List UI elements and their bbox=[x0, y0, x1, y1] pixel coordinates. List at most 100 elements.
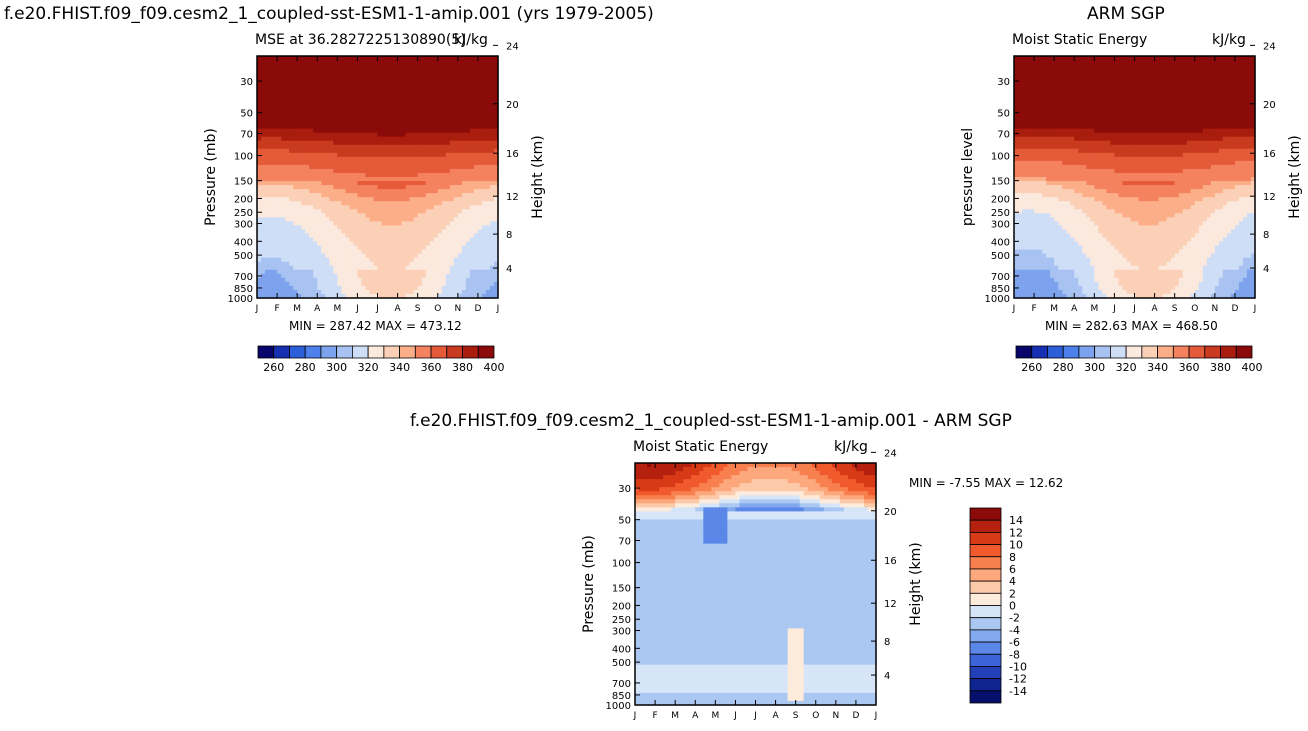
model-contour-cell bbox=[261, 193, 266, 198]
obs-contour-cell bbox=[1178, 80, 1184, 85]
model-contour-cell bbox=[341, 177, 346, 182]
model-contour-cell bbox=[301, 281, 306, 287]
obs-contour-cell bbox=[1154, 60, 1160, 65]
model-contour-cell bbox=[469, 60, 475, 65]
model-contour-cell bbox=[321, 172, 326, 178]
model-contour-cell bbox=[473, 96, 479, 101]
model-contour-cell bbox=[309, 229, 314, 235]
model-contour-cell bbox=[325, 64, 330, 69]
model-contour-cell bbox=[269, 253, 274, 259]
obs-contour-cell bbox=[1106, 64, 1111, 69]
model-contour-cell bbox=[445, 164, 451, 170]
model-contour-cell bbox=[329, 273, 334, 279]
model-contour-cell bbox=[377, 197, 383, 202]
model-contour-cell bbox=[353, 285, 359, 291]
obs-contour-cell bbox=[1030, 140, 1035, 146]
model-contour-cell bbox=[461, 108, 467, 114]
obs-contour-cell bbox=[1042, 108, 1047, 114]
model-contour-cell bbox=[385, 225, 391, 231]
obs-contour-cell bbox=[1070, 112, 1075, 118]
model-contour-cell bbox=[373, 241, 379, 247]
model-contour-cell bbox=[485, 112, 491, 118]
model-contour-cell bbox=[357, 144, 363, 150]
obs-contour-cell bbox=[1058, 112, 1063, 118]
obs-contour-cell bbox=[1014, 68, 1019, 73]
obs-contour-cell bbox=[1218, 68, 1224, 73]
model-contour-cell bbox=[325, 177, 330, 182]
obs-contour-cell bbox=[1170, 104, 1176, 110]
model-contour-cell bbox=[385, 124, 391, 130]
obs-contour-cell bbox=[1158, 76, 1164, 81]
model-contour-cell bbox=[429, 201, 435, 206]
model-contour-cell bbox=[465, 164, 471, 170]
model-contour-cell bbox=[293, 185, 298, 190]
model-contour-cell bbox=[293, 120, 298, 126]
model-contour-cell bbox=[321, 289, 326, 295]
model-contour-cell bbox=[293, 80, 298, 85]
obs-contour-cell bbox=[1062, 128, 1067, 134]
model-contour-cell bbox=[397, 245, 403, 251]
obs-contour-cell bbox=[1230, 84, 1236, 89]
model-contour-cell bbox=[373, 209, 379, 214]
obs-contour-cell bbox=[1202, 116, 1208, 122]
model-contour-cell bbox=[357, 152, 363, 158]
obs-contour-cell bbox=[1158, 80, 1164, 85]
model-contour-cell bbox=[301, 172, 306, 178]
model-contour-cell bbox=[449, 84, 455, 89]
model-contour-cell bbox=[333, 116, 338, 122]
model-contour-cell bbox=[461, 132, 467, 138]
model-contour-cell bbox=[293, 60, 298, 65]
model-contour-cell bbox=[321, 225, 326, 231]
model-contour-cell bbox=[389, 189, 395, 194]
model-contour-cell bbox=[285, 72, 290, 77]
model-contour-cell bbox=[297, 164, 302, 170]
model-contour-cell bbox=[449, 128, 455, 134]
model-contour-cell bbox=[341, 269, 346, 275]
model-contour-cell bbox=[369, 112, 375, 118]
model-contour-cell bbox=[321, 156, 326, 162]
obs-contour-cell bbox=[1062, 104, 1067, 110]
obs-plot-area bbox=[1014, 56, 1256, 299]
model-contour-cell bbox=[421, 164, 427, 170]
model-contour-cell bbox=[325, 88, 330, 93]
model-contour-cell bbox=[473, 64, 479, 69]
model-contour-cell bbox=[325, 172, 330, 178]
model-contour-cell bbox=[413, 233, 419, 239]
model-contour-cell bbox=[321, 104, 326, 110]
model-contour-cell bbox=[357, 160, 363, 166]
model-contour-cell bbox=[361, 76, 367, 81]
model-contour-cell bbox=[425, 128, 431, 134]
model-contour-cell bbox=[325, 168, 330, 174]
obs-contour-cell bbox=[1066, 84, 1071, 89]
obs-contour-cell bbox=[1094, 72, 1099, 77]
model-contour-cell bbox=[329, 189, 334, 194]
model-contour-cell bbox=[493, 116, 499, 122]
model-contour-cell bbox=[257, 100, 262, 105]
obs-contour-cell bbox=[1226, 88, 1232, 93]
obs-contour-cell bbox=[1210, 128, 1216, 134]
model-contour-cell bbox=[377, 193, 383, 198]
model-contour-cell bbox=[373, 189, 379, 194]
model-contour-cell bbox=[445, 104, 451, 110]
model-contour-cell bbox=[317, 197, 322, 202]
model-contour-cell bbox=[289, 221, 294, 226]
model-contour-cell bbox=[381, 201, 387, 206]
obs-contour-cell bbox=[1102, 128, 1107, 134]
model-contour-cell bbox=[345, 100, 350, 105]
model-contour-cell bbox=[365, 64, 371, 69]
model-contour-cell bbox=[281, 168, 286, 174]
model-contour-cell bbox=[425, 76, 431, 81]
obs-contour-cell bbox=[1122, 116, 1128, 122]
model-contour-cell bbox=[305, 84, 310, 89]
model-contour-cell bbox=[357, 76, 363, 81]
model-contour-cell bbox=[317, 112, 322, 118]
model-height-tick-label: 24 bbox=[506, 41, 519, 52]
model-contour-cell bbox=[341, 285, 346, 291]
obs-contour-cell bbox=[1114, 64, 1120, 69]
obs-contour-cell bbox=[1118, 124, 1124, 130]
model-contour-cell bbox=[445, 225, 451, 231]
model-contour-cell bbox=[265, 281, 270, 287]
model-contour-cell bbox=[397, 68, 403, 73]
model-contour-cell bbox=[465, 88, 471, 93]
model-contour-cell bbox=[285, 152, 290, 158]
